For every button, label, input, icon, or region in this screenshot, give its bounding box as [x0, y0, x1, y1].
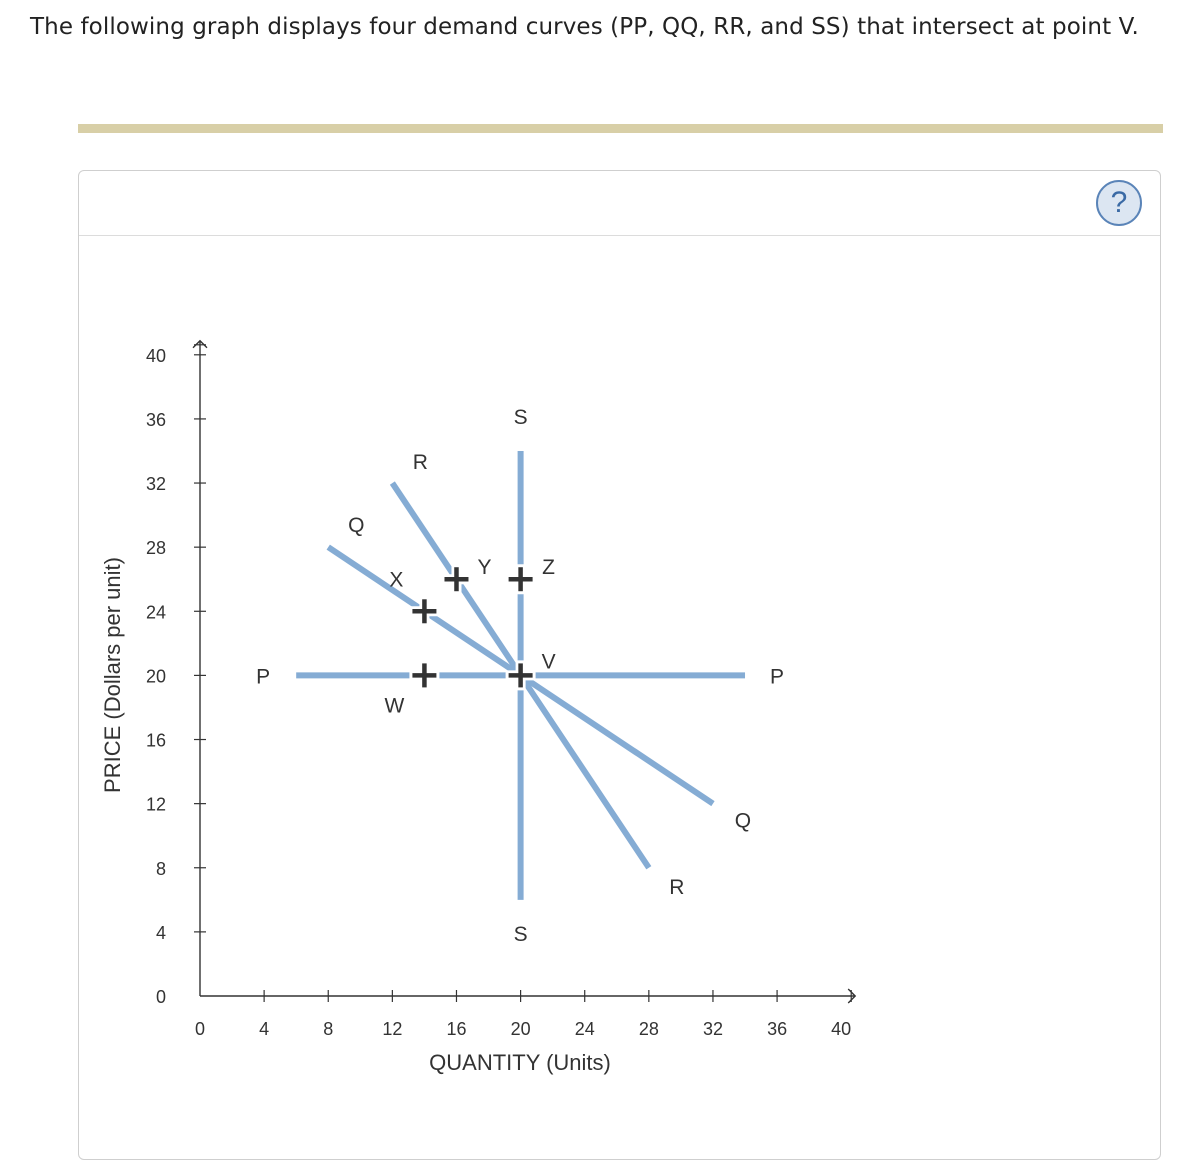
axes-layer: 0 4 8 12 16 20 24 28 32 36 40 0 4 8 12 16 20 24 28 32 36 40: [146, 339, 857, 1039]
point-label-z: Z: [542, 556, 555, 579]
y-tick-label: 40: [146, 346, 166, 366]
x-tick-label: 8: [323, 1019, 333, 1039]
point-label-v: V: [542, 650, 556, 673]
y-tick-label: 4: [156, 923, 166, 943]
y-tick-label: 24: [146, 602, 166, 622]
x-tick-label: 0: [195, 1019, 205, 1039]
curve-start-label: P: [256, 665, 270, 688]
y-tick-label: 16: [146, 731, 166, 751]
tan-divider: [78, 124, 1163, 133]
curve-end-label: P: [770, 665, 784, 688]
graph-panel: [78, 170, 1161, 1160]
point-label-x: X: [389, 568, 403, 591]
y-tick-label: 36: [146, 410, 166, 430]
y-tick-label: 20: [146, 666, 166, 686]
curve-start-label: Q: [348, 514, 364, 537]
x-tick-label: 28: [639, 1019, 659, 1039]
x-axis-arrow: [847, 988, 857, 1004]
curve-start-label: S: [514, 406, 528, 429]
help-button[interactable]: ?: [1096, 180, 1142, 226]
y-tick-label: 8: [156, 859, 166, 879]
y-tick-label: 12: [146, 795, 166, 815]
point-label-y: Y: [477, 556, 491, 579]
x-tick-label: 36: [767, 1019, 787, 1039]
y-tick-label: 0: [156, 987, 166, 1007]
curve-end-label: R: [669, 876, 684, 899]
x-tick-label: 40: [831, 1019, 851, 1039]
x-tick-label: 4: [259, 1019, 269, 1039]
point-label-w: W: [385, 694, 405, 717]
x-tick-label: 20: [511, 1019, 531, 1039]
help-icon: ?: [1110, 186, 1128, 219]
curve-end-label: Q: [735, 810, 751, 833]
panel-header: [79, 171, 1160, 236]
x-tick-label: 24: [575, 1019, 595, 1039]
curve-end-label: S: [514, 923, 528, 946]
markers-layer: [409, 564, 536, 691]
x-tick-label: 16: [446, 1019, 466, 1039]
x-axis-label: QUANTITY (Units): [429, 1050, 611, 1075]
y-tick-label: 28: [146, 538, 166, 558]
labels-layer: P P Q Q R R S S W X Y Z V: [256, 406, 784, 946]
y-axis-arrow: [192, 339, 208, 349]
y-tick-label: 32: [146, 474, 166, 494]
y-axis-label: PRICE (Dollars per unit): [100, 557, 125, 793]
x-tick-label: 12: [382, 1019, 402, 1039]
question-text: The following graph displays four demand…: [30, 14, 1139, 40]
curve-start-label: R: [413, 451, 428, 474]
x-tick-label: 32: [703, 1019, 723, 1039]
